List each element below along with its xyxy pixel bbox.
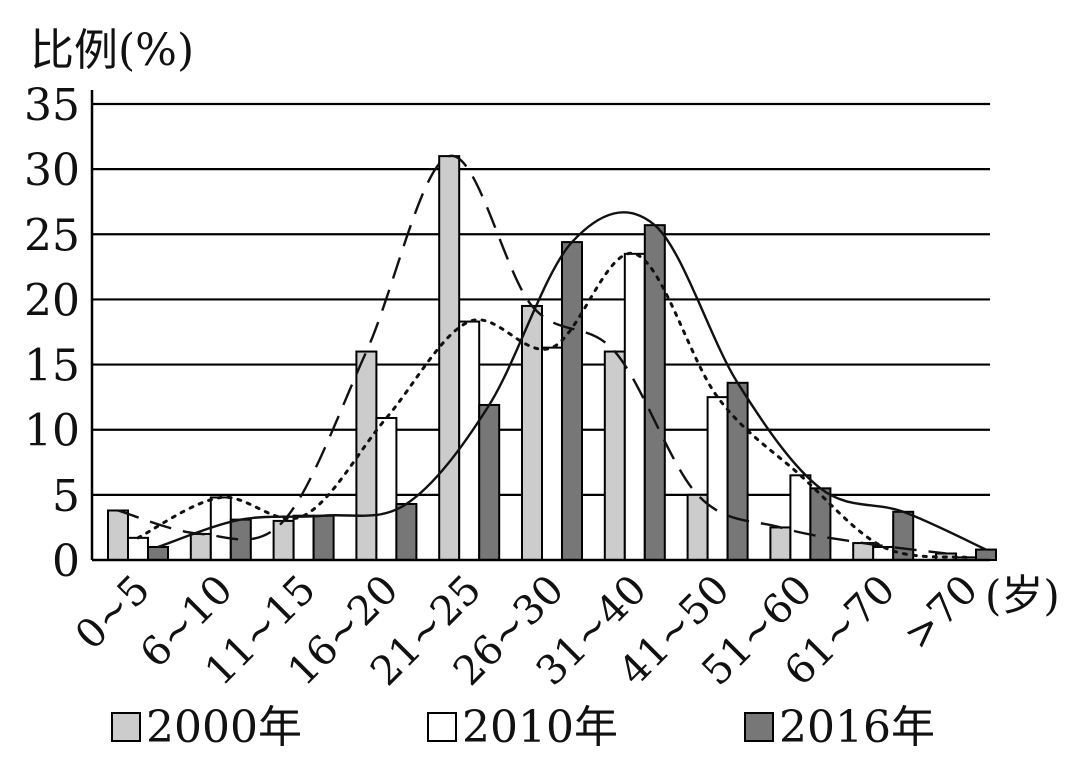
y-tick-label: 10 bbox=[24, 406, 80, 457]
y-tick-label: 5 bbox=[52, 471, 80, 522]
bar bbox=[189, 532, 212, 562]
bar bbox=[643, 224, 666, 561]
bar bbox=[789, 474, 812, 562]
y-axis-label: 比例(%) bbox=[30, 25, 194, 76]
bar bbox=[561, 241, 583, 562]
y-tick-label: 0 bbox=[52, 536, 80, 587]
legend-swatch bbox=[427, 712, 457, 742]
bar bbox=[438, 155, 461, 561]
bar bbox=[809, 487, 832, 562]
bars bbox=[107, 155, 997, 562]
trend-curves bbox=[117, 154, 987, 559]
bar bbox=[458, 320, 481, 561]
bar bbox=[478, 403, 501, 561]
y-tick-label: 15 bbox=[24, 341, 80, 392]
bar bbox=[375, 416, 398, 562]
legend-label: 2000年 bbox=[146, 702, 302, 753]
legend-label: 2010年 bbox=[462, 702, 618, 753]
bar bbox=[603, 350, 626, 561]
bar bbox=[147, 545, 169, 562]
trend-curve bbox=[117, 154, 947, 555]
bar bbox=[726, 381, 749, 561]
legend-swatch bbox=[744, 712, 774, 742]
legend: 2000年 2010年 2016年 bbox=[111, 702, 935, 753]
x-tick-label: >70 bbox=[895, 567, 987, 659]
trend-curve bbox=[157, 211, 987, 551]
trend-curve bbox=[136, 252, 968, 559]
legend-label: 2016年 bbox=[779, 702, 935, 753]
y-tick-label: 25 bbox=[24, 210, 80, 261]
bar bbox=[107, 509, 129, 561]
axes bbox=[90, 90, 990, 562]
bar bbox=[872, 545, 895, 562]
bar bbox=[769, 526, 792, 562]
bar bbox=[975, 548, 997, 562]
x-tick-labels: 0~56~1011~1516~2021~2526~3031~4041~5051~… bbox=[67, 567, 987, 695]
y-tick-label: 30 bbox=[24, 145, 80, 196]
y-tick-label: 20 bbox=[24, 275, 80, 326]
bar bbox=[541, 346, 563, 561]
bar bbox=[706, 396, 729, 561]
bar bbox=[127, 536, 149, 562]
y-tick-labels: 0 5 10 15 20 25 30 35 bbox=[24, 80, 80, 587]
bar bbox=[312, 514, 335, 562]
bar bbox=[272, 519, 295, 562]
bar bbox=[686, 493, 709, 562]
legend-swatch bbox=[111, 712, 141, 742]
bar bbox=[292, 514, 315, 562]
bar bbox=[623, 252, 646, 561]
x-axis-unit: (岁) bbox=[985, 571, 1060, 620]
bar bbox=[852, 542, 875, 562]
bar bbox=[395, 502, 418, 561]
y-tick-label: 35 bbox=[24, 80, 80, 131]
bar bbox=[209, 496, 232, 562]
